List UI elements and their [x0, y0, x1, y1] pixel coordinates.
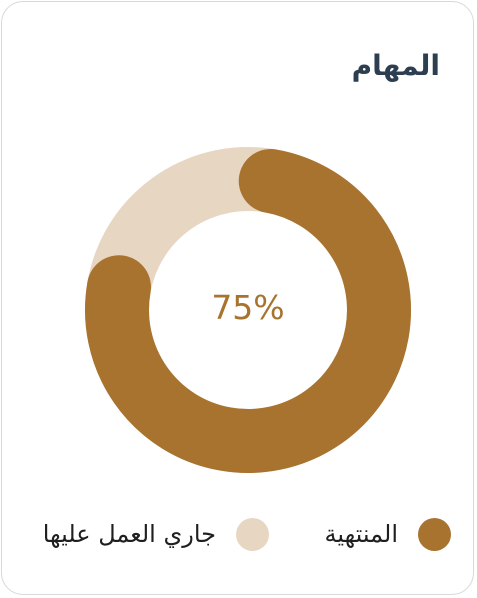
- card-title: المهام: [352, 52, 440, 80]
- legend-label-done: المنتهية: [324, 520, 398, 548]
- legend-label-in-progress: جاري العمل عليها: [43, 520, 216, 548]
- legend-swatch-done: [418, 518, 451, 551]
- tasks-donut-chart: 75%: [84, 146, 412, 474]
- legend-item-done: المنتهية: [324, 512, 451, 556]
- donut-center-percent: 75%: [84, 146, 412, 474]
- legend-swatch-in-progress: [236, 518, 269, 551]
- chart-legend: المنتهية جاري العمل عليها: [2, 512, 473, 556]
- legend-item-in-progress: جاري العمل عليها: [43, 512, 269, 556]
